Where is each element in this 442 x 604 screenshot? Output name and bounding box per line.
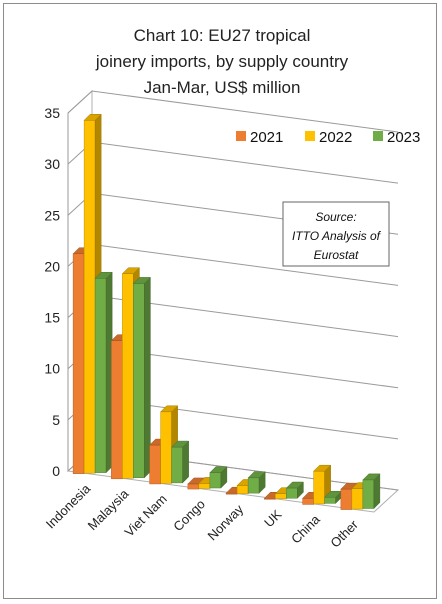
x-category-label: Norway — [204, 501, 246, 543]
x-category-label: China — [288, 511, 323, 546]
gridline — [67, 141, 399, 184]
source-annotation-box — [282, 201, 390, 267]
y-tick-label: 30 — [44, 156, 60, 172]
chart-title: Chart 10: EU27 tropical joinery imports,… — [95, 26, 349, 97]
y-tick-label: 10 — [44, 361, 60, 377]
bar-2023-congo — [209, 466, 228, 489]
bar-2023-other — [362, 473, 381, 510]
x-category-label: Congo — [170, 496, 208, 534]
bar-2023-indonesia — [94, 271, 113, 474]
y-tick-label: 0 — [52, 463, 60, 479]
bar-2023-malaysia — [132, 276, 151, 479]
legend: 2021 2022 2023 — [236, 129, 420, 146]
chart-title-line-2: joinery imports, by supply country — [95, 52, 349, 71]
legend-label-2021: 2021 — [250, 129, 283, 146]
legend-swatch-2021 — [236, 131, 246, 141]
y-tick-label: 25 — [44, 207, 60, 223]
gridline — [67, 295, 399, 338]
legend-label-2022: 2022 — [319, 129, 352, 146]
source-annotation: Source: ITTO Analysis of Eurostat — [282, 201, 390, 267]
x-category-label: UK — [261, 506, 285, 530]
source-line-1: Source: — [315, 210, 356, 224]
bar-2022-china — [313, 464, 332, 505]
bar-2023-uk — [285, 481, 304, 499]
bars — [72, 113, 381, 511]
legend-swatch-2023 — [373, 131, 383, 141]
y-tick-label: 5 — [52, 412, 60, 428]
bar-2023-norway — [247, 471, 266, 494]
legend-label-2023: 2023 — [387, 129, 420, 146]
bar-2023-viet-nam — [171, 440, 190, 484]
chart-title-line-3: Jan-Mar, US$ million — [144, 78, 301, 97]
gridline — [67, 90, 399, 133]
source-line-2: ITTO Analysis of — [292, 229, 382, 243]
x-category-label: Other — [327, 516, 361, 550]
y-tick-label: 20 — [44, 258, 60, 274]
y-tick-label: 35 — [44, 105, 60, 121]
y-axis-ticks: 0 5 10 15 20 25 30 35 — [44, 105, 60, 479]
source-line-3: Eurostat — [314, 248, 359, 262]
chart-title-line-1: Chart 10: EU27 tropical — [134, 26, 311, 45]
y-tick-label: 15 — [44, 310, 60, 326]
legend-swatch-2022 — [305, 131, 315, 141]
